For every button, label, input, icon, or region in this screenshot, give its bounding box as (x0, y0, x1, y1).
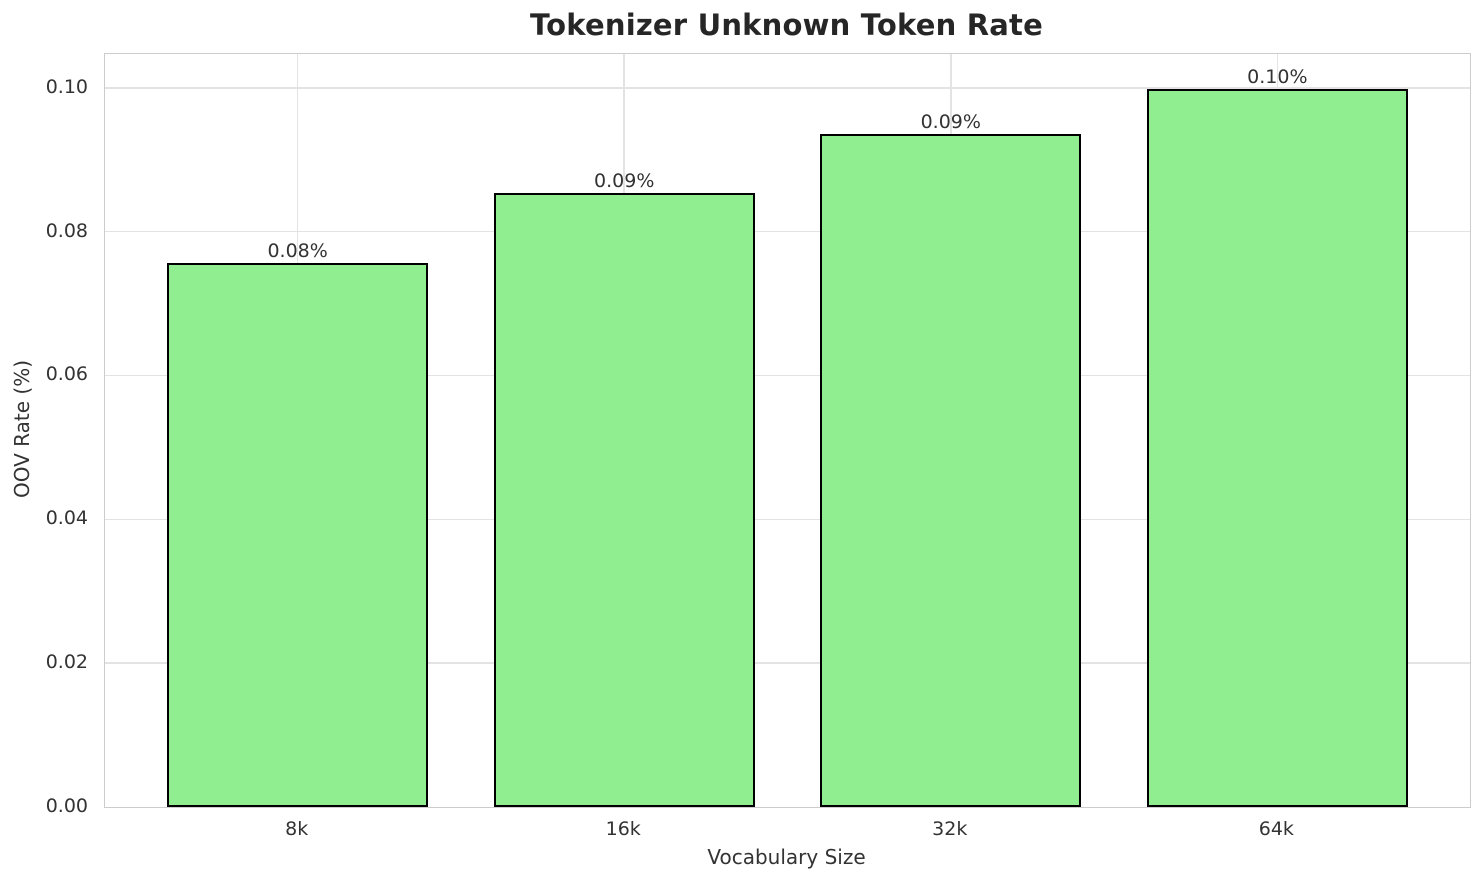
bar-16k (493, 192, 755, 807)
y-tick-label: 0.04 (45, 507, 88, 530)
gridline-horizontal (105, 662, 1470, 664)
bar-value-label-8k: 0.08% (267, 240, 328, 263)
bar-value-label-32k: 0.09% (920, 110, 981, 133)
y-tick-label: 0.08 (45, 219, 88, 242)
chart-title: Tokenizer Unknown Token Rate (530, 8, 1043, 42)
y-tick-label: 0.06 (45, 363, 88, 386)
gridline-horizontal (105, 230, 1470, 233)
y-axis-label: OOV Rate (%) (10, 360, 34, 498)
bar-8k (167, 263, 429, 807)
y-tick-label: 0.02 (45, 651, 88, 674)
x-tick-label-8k: 8k (285, 818, 309, 840)
gridline-horizontal (105, 87, 1470, 89)
gridline-horizontal (105, 518, 1470, 521)
bar-64k (1146, 88, 1408, 807)
bar-value-label-64k: 0.10% (1247, 65, 1308, 88)
bar-32k (820, 133, 1082, 807)
bar-value-label-16k: 0.09% (594, 169, 655, 192)
x-tick-label-16k: 16k (605, 818, 641, 840)
y-tick-label: 0.00 (45, 795, 88, 817)
plot-area: 0.08% 0.09% 0.09% 0.10% (104, 53, 1471, 808)
gridline-horizontal (105, 374, 1470, 377)
y-tick-label: 0.10 (45, 75, 88, 98)
x-axis-label: Vocabulary Size (707, 845, 866, 869)
x-tick-label-64k: 64k (1258, 818, 1294, 840)
x-tick-label-32k: 32k (932, 818, 968, 840)
